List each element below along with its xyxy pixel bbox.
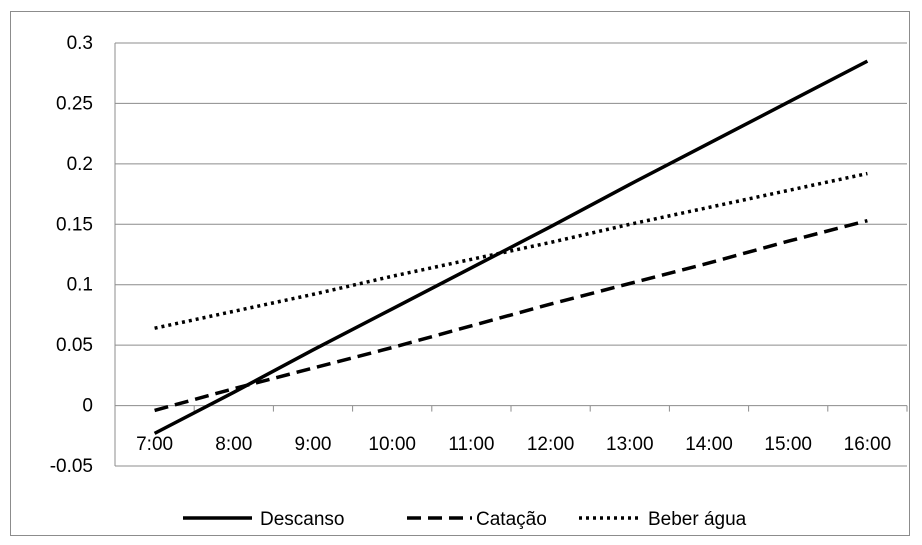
x-tick-label: 12:00 xyxy=(527,434,575,455)
x-tick-label: 10:00 xyxy=(368,434,416,455)
x-tick-label: 16:00 xyxy=(844,434,892,455)
y-tick-label: 0.2 xyxy=(67,154,93,175)
x-tick-label: 7:00 xyxy=(136,434,173,455)
line-chart: -0.05 0 0.05 0.1 0.15 0.2 0.25 0.3 7:00 8:00 9:00 1… xyxy=(50,33,908,530)
series-line-catação xyxy=(154,218,868,413)
legend-label: Descanso xyxy=(260,509,345,530)
y-tick-label: 0 xyxy=(82,396,93,417)
x-tick-label: 8:00 xyxy=(215,434,252,455)
y-tick-label: 0.15 xyxy=(56,214,93,235)
y-tick-label: 0.3 xyxy=(67,33,93,54)
x-tick-label: 15:00 xyxy=(764,434,812,455)
y-tick-label: 0.05 xyxy=(56,335,93,356)
series-line-beber-água xyxy=(154,171,868,330)
y-tick-label: -0.05 xyxy=(50,456,93,477)
y-tick-label: 0.25 xyxy=(56,93,93,114)
legend-label: Catação xyxy=(476,509,547,530)
legend-label: Beber água xyxy=(648,509,747,530)
y-tick-label: 0.1 xyxy=(67,275,93,296)
x-tick-label: 14:00 xyxy=(685,434,733,455)
chart-frame: -0.05 0 0.05 0.1 0.15 0.2 0.25 0.3 7:00 8:00 9:00 1… xyxy=(10,11,910,536)
x-tick-label: 13:00 xyxy=(606,434,654,455)
x-tick-label: 9:00 xyxy=(295,434,332,455)
series-line-descanso xyxy=(153,59,869,435)
x-tick-label: 11:00 xyxy=(448,434,494,455)
